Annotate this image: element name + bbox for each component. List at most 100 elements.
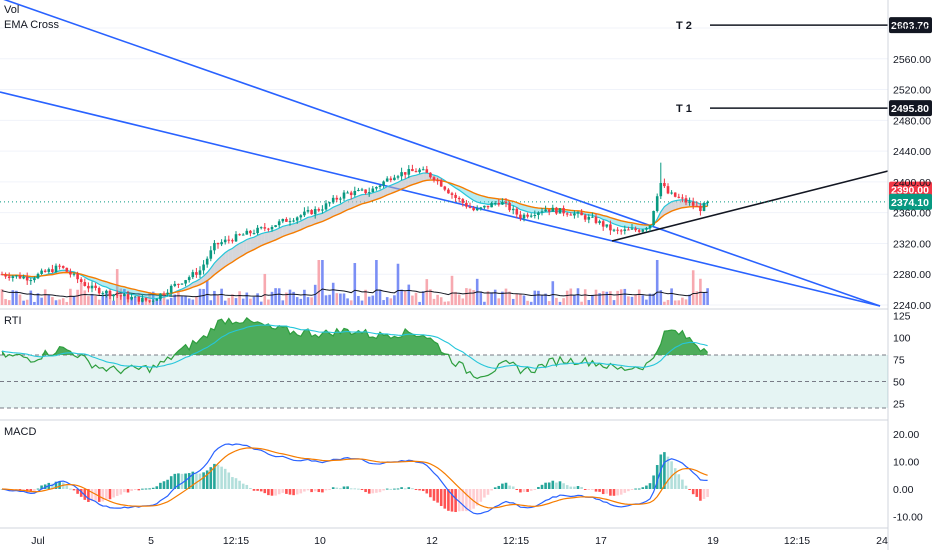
volume-bar — [79, 282, 83, 305]
macd-histogram-bar — [691, 489, 695, 495]
volume-bar — [594, 289, 598, 305]
ema-fill-segment — [232, 245, 236, 263]
candle-body — [166, 292, 169, 295]
ema-fill-segment — [632, 222, 636, 229]
macd-histogram-bar — [591, 489, 594, 490]
candle-body — [468, 206, 472, 208]
volume-bar — [40, 297, 43, 305]
candle-body — [673, 192, 677, 197]
x-tick-label: 12 — [426, 535, 438, 547]
candle-body — [558, 208, 562, 214]
volume-bar — [465, 288, 468, 305]
macd-histogram-bar — [123, 489, 126, 493]
x-axis[interactable]: Jul 5 12:15 10 12 12:15 17 19 12:15 24 — [31, 535, 888, 547]
macd-histogram-bar — [252, 489, 256, 491]
macd-histogram-bar — [598, 489, 601, 492]
macd-histogram-bar — [69, 488, 72, 490]
candle-body — [195, 272, 198, 275]
candle-body — [623, 229, 627, 231]
candle-body — [97, 287, 101, 294]
candle-body — [529, 215, 533, 217]
macd-histogram-bar — [479, 489, 483, 502]
legend-vol[interactable]: Vol — [4, 4, 19, 16]
macd-histogram-bar — [231, 477, 234, 489]
candle-body — [681, 197, 684, 199]
volume-bar — [141, 299, 144, 305]
macd-histogram-bar — [382, 489, 385, 491]
candle-body — [295, 217, 299, 221]
candle-body — [54, 265, 58, 273]
candle-body — [328, 202, 331, 204]
volume-bar — [677, 300, 681, 305]
volume-bar — [213, 290, 216, 305]
candle-body — [414, 171, 418, 173]
volume-bar — [310, 297, 313, 305]
macd-histogram-bar — [540, 484, 544, 489]
volume-bar — [375, 260, 378, 305]
macd-histogram-bar — [634, 488, 637, 490]
macd-histogram-bar — [576, 486, 580, 489]
candle-body — [108, 290, 112, 297]
ema-fill-segment — [146, 292, 150, 299]
volume-bar — [205, 280, 209, 305]
candle-body — [173, 283, 177, 286]
candle-body — [583, 215, 587, 220]
volume-bar — [7, 300, 11, 305]
volume-bar — [663, 301, 666, 305]
macd-histogram-bar — [159, 482, 162, 489]
macd-histogram-bar — [681, 479, 684, 489]
candle-body — [115, 294, 119, 296]
candle-body — [393, 177, 396, 181]
x-tick-label: 5 — [148, 535, 154, 547]
macd-histogram-bar — [663, 452, 666, 489]
macd-histogram-bar — [551, 480, 555, 489]
candle-body — [72, 273, 76, 275]
candle-body — [130, 296, 133, 300]
candle-body — [619, 230, 623, 232]
candle-body — [324, 203, 328, 210]
candle-body — [641, 229, 645, 232]
volume-bar — [605, 291, 609, 305]
macd-histogram-bar — [468, 489, 472, 510]
macd-histogram-bar — [465, 489, 468, 512]
price-tag — [889, 193, 932, 210]
candle-body — [594, 216, 598, 223]
macd-histogram-bar — [137, 489, 141, 491]
macd-histogram-bar — [51, 483, 54, 489]
legend-macd[interactable]: MACD — [4, 426, 36, 438]
candle-body — [591, 216, 594, 218]
candle-body — [234, 234, 238, 242]
candle-body — [137, 296, 141, 302]
legend-rti[interactable]: RTI — [4, 315, 22, 327]
ema-fill-segment — [210, 263, 215, 278]
candle-body — [555, 207, 558, 214]
macd-signal-line — [1, 447, 708, 509]
candles — [0, 162, 709, 305]
macd-histogram-bar — [630, 489, 634, 490]
y-axis[interactable]: 2600.002560.002520.002480.002440.002400.… — [893, 23, 931, 524]
legend-ema-cross[interactable]: EMA Cross — [4, 19, 60, 31]
volume-bar — [349, 300, 353, 305]
ema-fill-segment — [408, 175, 413, 187]
volume-bar — [681, 297, 684, 305]
candle-body — [645, 228, 648, 230]
macd-tick-label: -10.00 — [893, 512, 923, 524]
volume-bar — [25, 299, 29, 305]
volume-bar — [169, 297, 173, 305]
rti-tick-label: 100 — [893, 332, 911, 344]
volume-bar — [198, 288, 202, 305]
macd-histogram-bar — [126, 489, 130, 493]
ema-fill-segment — [484, 196, 488, 205]
ema-fill-segment — [138, 290, 143, 297]
candle-body — [421, 169, 425, 171]
macd-histogram-bar — [328, 489, 331, 490]
volume-bar — [519, 294, 522, 305]
volume-bar — [515, 293, 519, 305]
candle-body — [7, 276, 11, 278]
candle-body — [411, 169, 414, 172]
volume-bar — [591, 294, 594, 305]
candle-body — [497, 203, 501, 205]
trendline-support — [611, 170, 889, 242]
volume-bar — [562, 298, 565, 305]
